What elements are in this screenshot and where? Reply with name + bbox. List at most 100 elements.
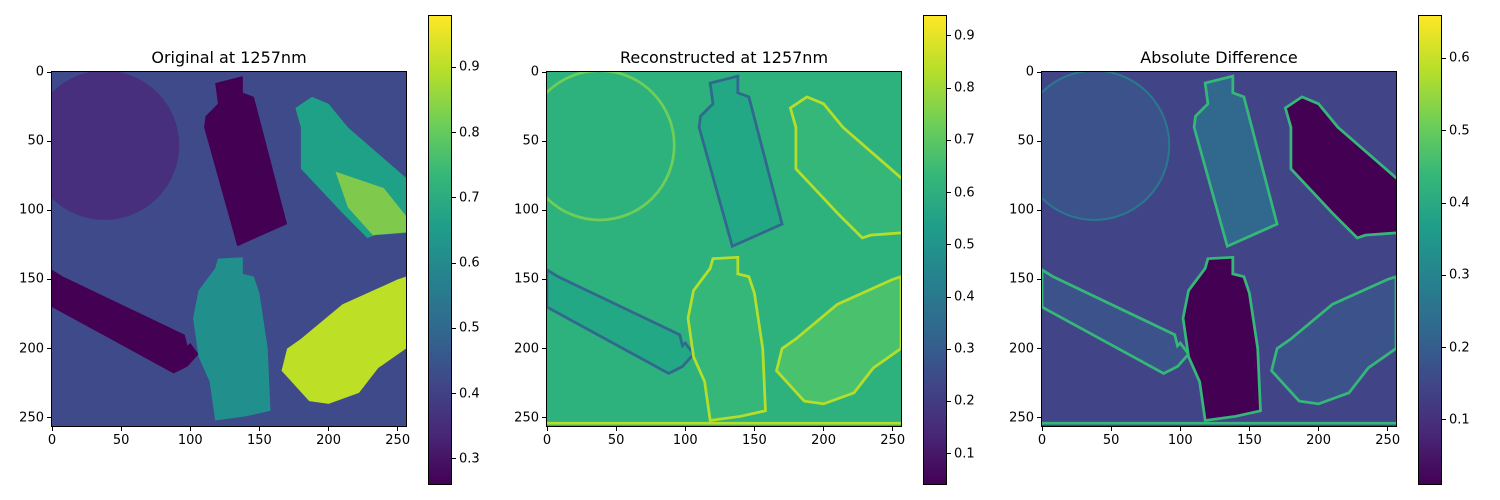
bottle-region-3 — [52, 269, 199, 374]
colorbar-tick-mark — [947, 192, 951, 194]
colorbar-tick-label: 0.7 — [954, 132, 975, 148]
x-tick-label: 200 — [811, 433, 836, 448]
x-tick-label: 0 — [1037, 433, 1047, 448]
bottle-edge-1 — [697, 74, 784, 249]
colorbar-tick-label: 0.9 — [954, 28, 975, 44]
colorbar-reconstructed — [923, 15, 947, 485]
x-tick-mark — [397, 427, 399, 431]
x-tick-mark — [546, 427, 548, 431]
y-tick-label: 0 — [530, 64, 539, 80]
colorbar-tick-label: 0.4 — [1449, 195, 1470, 211]
y-tick-mark — [47, 417, 51, 419]
bottle-edge-3 — [547, 268, 696, 376]
colorbar-tick-label: 0.4 — [954, 289, 975, 305]
heatmap-original-image — [52, 72, 406, 426]
colorbar-tick-mark — [947, 35, 951, 37]
x-tick-mark — [753, 427, 755, 431]
x-tick-mark — [189, 427, 191, 431]
y-tick-label: 100 — [514, 202, 539, 218]
y-tick-mark — [47, 348, 51, 350]
x-tick-mark — [51, 427, 53, 431]
x-tick-mark — [1318, 427, 1320, 431]
colorbar-tick-mark — [947, 400, 951, 402]
colorbar-tick-label: 0.5 — [954, 237, 975, 253]
x-tick-label: 100 — [1167, 433, 1193, 448]
y-tick-label: 200 — [514, 341, 539, 357]
bottle-region-4 — [1181, 255, 1262, 423]
bottom-edge-line — [547, 421, 901, 425]
x-tick-label: 150 — [742, 433, 767, 448]
x-tick-mark — [615, 427, 617, 431]
bottle-region-5 — [1270, 275, 1396, 406]
colorbar-tick-label: 0.5 — [1449, 123, 1470, 139]
colorbar-tick-mark — [947, 244, 951, 246]
colorbar-tick-label: 0.2 — [954, 393, 975, 409]
y-tick-mark — [1037, 348, 1041, 350]
colorbar-tick-mark — [452, 132, 456, 133]
disc-region — [52, 72, 180, 220]
y-tick-label: 200 — [19, 341, 44, 357]
x-tick-label: 200 — [316, 433, 341, 448]
panel-title-original: Original at 1257nm — [151, 48, 307, 67]
x-tick-label: 200 — [1306, 433, 1331, 448]
colorbar-original — [428, 15, 452, 485]
heatmap-reconstructed — [546, 71, 902, 427]
disc-region — [1042, 72, 1171, 221]
x-tick-mark — [1248, 427, 1250, 431]
y-tick-mark — [47, 140, 51, 142]
x-tick-mark — [1387, 427, 1389, 431]
colorbar-tick-mark — [947, 87, 951, 89]
y-tick-label: 0 — [35, 64, 44, 80]
colorbar-tick-label: 0.1 — [1449, 412, 1470, 428]
x-tick-mark — [892, 427, 894, 431]
colorbar-tick-mark — [947, 296, 951, 298]
bottle-region-1 — [204, 76, 288, 247]
colorbar-tick-mark — [452, 66, 456, 68]
y-tick-mark — [1037, 209, 1041, 211]
colorbar-difference — [1418, 15, 1442, 485]
x-tick-label: 50 — [112, 433, 130, 448]
colorbar-tick-mark — [1442, 130, 1446, 132]
y-tick-label: 250 — [19, 410, 44, 426]
colorbar-tick-label: 0.3 — [459, 451, 480, 467]
x-tick-label: 100 — [672, 433, 698, 448]
y-tick-mark — [542, 417, 546, 419]
x-tick-mark — [1110, 427, 1112, 431]
y-tick-label: 100 — [1009, 202, 1034, 218]
colorbar-tick-mark — [452, 327, 456, 329]
colorbar-tick-mark — [1442, 274, 1446, 276]
panel-title-difference: Absolute Difference — [1140, 48, 1298, 67]
bottle-region-4 — [193, 257, 271, 421]
colorbar-tick-label: 0.6 — [1449, 50, 1470, 66]
colorbar-tick-mark — [947, 453, 951, 455]
disc-edge — [547, 72, 676, 222]
y-tick-mark — [1037, 140, 1041, 142]
colorbar-tick-label: 0.3 — [1449, 267, 1470, 283]
colorbar-tick-mark — [1442, 57, 1446, 59]
y-tick-mark — [47, 71, 51, 73]
colorbar-tick-mark — [1442, 202, 1446, 204]
colorbar-tick-mark — [452, 262, 456, 264]
heatmap-difference-image — [1042, 72, 1396, 426]
colorbar-tick-label: 0.1 — [954, 446, 975, 462]
x-tick-mark — [120, 427, 122, 431]
y-tick-mark — [47, 209, 51, 211]
y-tick-label: 50 — [1017, 133, 1034, 149]
y-tick-label: 150 — [19, 271, 44, 287]
colorbar-tick-label: 0.7 — [459, 190, 480, 206]
colorbar-tick-mark — [1442, 419, 1446, 421]
x-tick-label: 0 — [542, 433, 552, 448]
bottom-edge-line — [1042, 421, 1396, 425]
y-tick-mark — [542, 278, 546, 280]
x-tick-label: 100 — [177, 433, 203, 448]
colorbar-tick-label: 0.8 — [459, 125, 480, 140]
y-tick-label: 100 — [19, 202, 44, 218]
x-tick-label: 250 — [1375, 433, 1401, 448]
x-tick-label: 150 — [247, 433, 272, 448]
x-tick-mark — [328, 427, 330, 431]
panel-title-reconstructed: Reconstructed at 1257nm — [619, 48, 829, 67]
y-tick-mark — [1037, 71, 1041, 73]
colorbar-tick-label: 0.3 — [954, 341, 975, 357]
bottle-region-2 — [1283, 95, 1396, 240]
